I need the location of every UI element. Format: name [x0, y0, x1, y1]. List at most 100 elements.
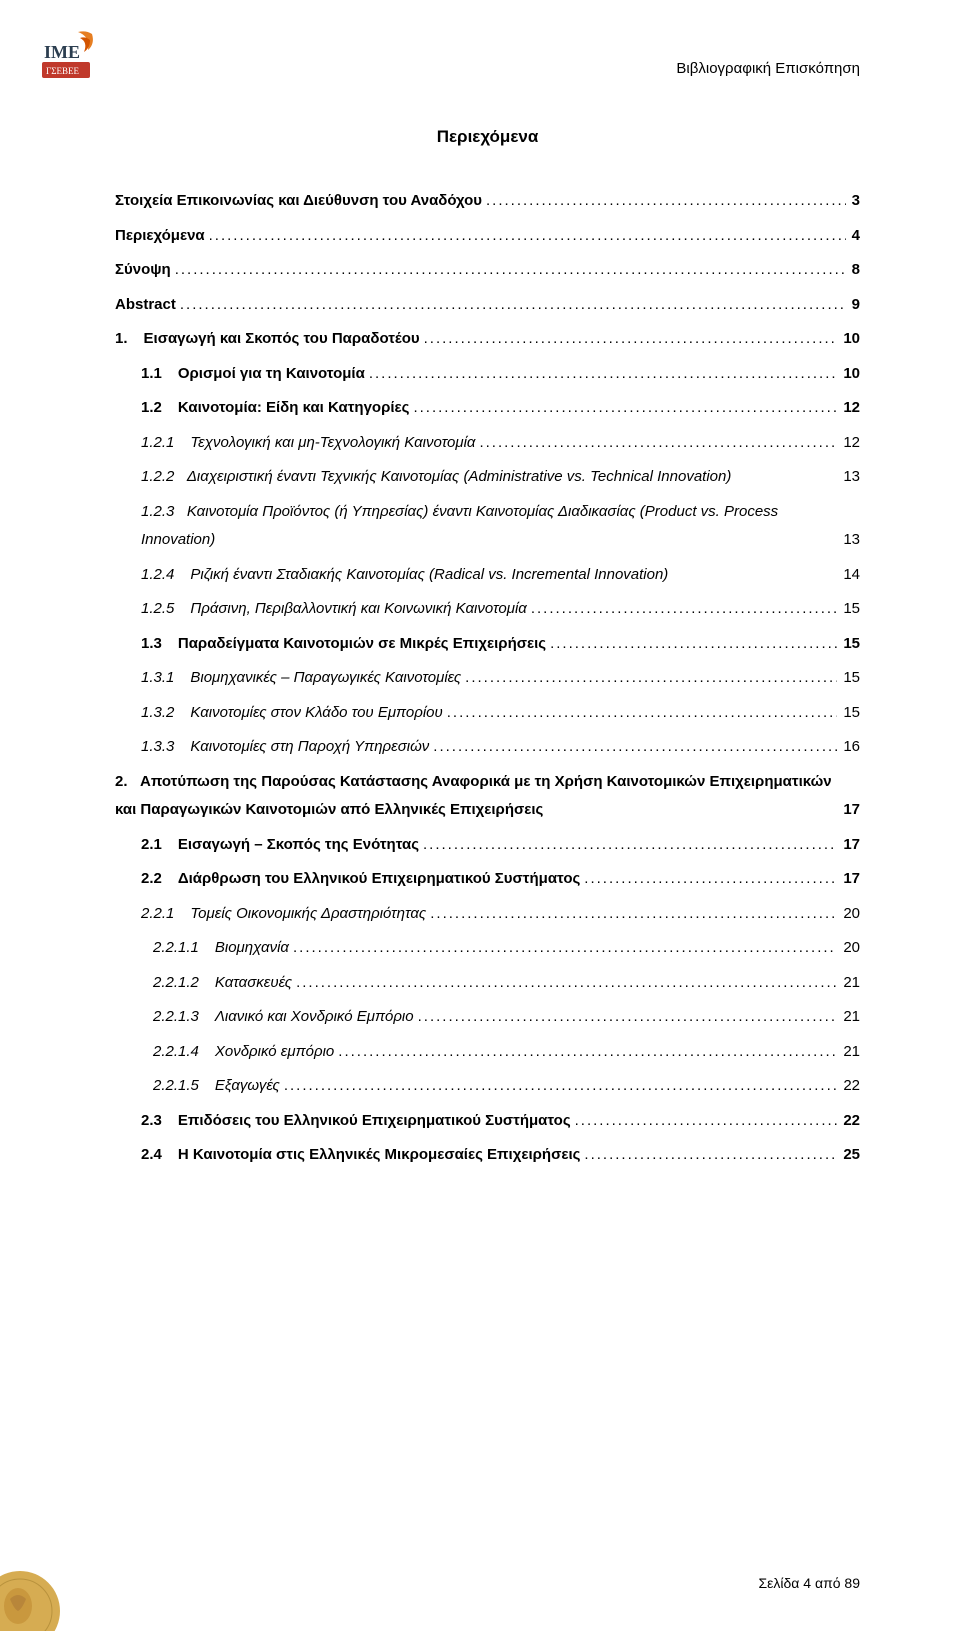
page-footer: Σελίδα 4 από 89: [759, 1575, 861, 1591]
toc-leader-dots: [482, 187, 846, 216]
toc-leader-dots: [580, 1141, 837, 1170]
toc-entry[interactable]: 2.2Διάρθρωση του Ελληνικού Επιχειρηματικ…: [115, 865, 860, 894]
toc-entry-number: 1.3.3: [141, 733, 190, 762]
toc-entry-text: Abstract: [115, 291, 176, 320]
toc-entry-text: Στοιχεία Επικοινωνίας και Διεύθυνση του …: [115, 187, 482, 216]
toc-leader-dots: [420, 325, 838, 354]
toc-entry[interactable]: 2.2.1.5Εξαγωγές22: [115, 1072, 860, 1101]
toc-entry-page: 17: [837, 831, 860, 860]
toc-entry-page: 3: [846, 187, 860, 216]
toc-entry-text: Ριζική έναντι Σταδιακής Καινοτομίας (Rad…: [190, 561, 668, 590]
toc-entry-text: Παραδείγματα Καινοτομιών σε Μικρές Επιχε…: [178, 630, 546, 659]
toc-leader-dots: [414, 1003, 838, 1032]
toc-leader-dots: [546, 630, 837, 659]
toc-entry[interactable]: 2.2.1.4Χονδρικό εμπόριο 21: [115, 1038, 860, 1067]
toc-entry-page: 10: [837, 360, 860, 389]
toc-leader-dots: [426, 900, 837, 929]
toc-entry[interactable]: 2.2.1.3Λιανικό και Χονδρικό Εμπόριο21: [115, 1003, 860, 1032]
toc-entry[interactable]: 1.2.4Ριζική έναντι Σταδιακής Καινοτομίας…: [115, 561, 860, 590]
toc-entry-text: Χονδρικό εμπόριο: [215, 1038, 334, 1067]
toc-entry[interactable]: Περιεχόμενα4: [115, 222, 860, 251]
toc-entry[interactable]: Στοιχεία Επικοινωνίας και Διεύθυνση του …: [115, 187, 860, 216]
toc-entry[interactable]: 1.1Ορισμοί για τη Καινοτομία10: [115, 360, 860, 389]
toc-entry-page: 12: [837, 394, 860, 423]
toc-leader-dots: [365, 360, 838, 389]
toc-entry-page: 20: [837, 900, 860, 929]
footer-of: από: [815, 1575, 841, 1591]
toc-entry[interactable]: 1.3.1Βιομηχανικές – Παραγωγικές Καινοτομ…: [115, 664, 860, 693]
footer-page: 4: [803, 1575, 811, 1591]
toc-entry-text: Καινοτομίες στον Κλάδο του Εμπορίου: [190, 699, 442, 728]
toc-entry-page: 15: [837, 595, 860, 624]
toc-entry-page: 15: [837, 630, 860, 659]
toc-entry[interactable]: 1.2.5Πράσινη, Περιβαλλοντική και Κοινωνι…: [115, 595, 860, 624]
toc-entry-number: 1.2: [141, 394, 178, 423]
toc-entry-page: 10: [837, 325, 860, 354]
toc-entry-page: 21: [837, 1038, 860, 1067]
toc-entry-text: Κατασκευές: [215, 969, 292, 998]
toc-entry[interactable]: 2.4Η Καινοτομία στις Ελληνικές Μικρομεσα…: [115, 1141, 860, 1170]
toc-entry-number: 2.1: [141, 831, 178, 860]
toc-entry-page: 17: [837, 865, 860, 894]
toc-entry[interactable]: 2.1Εισαγωγή – Σκοπός της Ενότητας17: [115, 831, 860, 860]
toc-entry-page: 22: [837, 1072, 860, 1101]
toc-entry-text: Καινοτομίες στη Παροχή Υπηρεσιών: [190, 733, 429, 762]
toc-entry-number: 2.2: [141, 865, 178, 894]
toc-leader-dots: [171, 256, 846, 285]
toc-entry[interactable]: Σύνοψη8: [115, 256, 860, 285]
toc-entry[interactable]: 2.2.1Τομείς Οικονομικής Δραστηριότητας20: [115, 900, 860, 929]
toc-entry-number: 2.2.1.1: [153, 934, 215, 963]
toc-entry-page: 9: [846, 291, 860, 320]
toc-entry-page: 25: [837, 1141, 860, 1170]
toc-entry[interactable]: 2.3Επιδόσεις του Ελληνικού Επιχειρηματικ…: [115, 1107, 860, 1136]
toc-entry-page: 12: [837, 429, 860, 458]
toc-entry-page: 15: [837, 699, 860, 728]
toc-entry[interactable]: 2.2.1.2Κατασκευές 21: [115, 969, 860, 998]
toc-entry-page: 17: [835, 796, 860, 825]
toc-entry[interactable]: 1.Εισαγωγή και Σκοπός του Παραδοτέου10: [115, 325, 860, 354]
toc-entry[interactable]: 1.3.3Καινοτομίες στη Παροχή Υπηρεσιών16: [115, 733, 860, 762]
toc-entry-text: Τεχνολογική και μη-Τεχνολογική Καινοτομί…: [190, 429, 475, 458]
toc-entry-number: 2.2.1.5: [153, 1072, 215, 1101]
toc-entry-text: Πράσινη, Περιβαλλοντική και Κοινωνική Κα…: [190, 595, 526, 624]
toc-entry[interactable]: 1.2.3 Καινοτομία Προϊόντος (ή Υπηρεσίας)…: [115, 498, 860, 555]
toc-entry-page: 21: [837, 969, 860, 998]
toc-entry[interactable]: Abstract 9: [115, 291, 860, 320]
toc-leader-dots: [580, 865, 837, 894]
toc-entry-text: Τομείς Οικονομικής Δραστηριότητας: [190, 900, 426, 929]
toc-entry-text: Επιδόσεις του Ελληνικού Επιχειρηματικού …: [178, 1107, 571, 1136]
toc-leader-dots: [443, 699, 838, 728]
toc-entry[interactable]: 2. Αποτύπωση της Παρούσας Κατάστασης Ανα…: [115, 768, 860, 825]
toc-leader-dots: [419, 831, 837, 860]
toc-leader-dots: [176, 291, 846, 320]
toc-entry-number: 1.3.2: [141, 699, 190, 728]
toc-entry[interactable]: 1.3.2Καινοτομίες στον Κλάδο του Εμπορίου…: [115, 699, 860, 728]
toc-entry-text: Διάρθρωση του Ελληνικού Επιχειρηματικού …: [178, 865, 580, 894]
toc-entry-number: 2.2.1.2: [153, 969, 215, 998]
toc-entry[interactable]: 1.2Καινοτομία: Είδη και Κατηγορίες 12: [115, 394, 860, 423]
toc-entry-text: Βιομηχανία: [215, 934, 289, 963]
org-logo: IME ΓΣΕΒΕΕ: [40, 28, 100, 93]
toc-leader-dots: [475, 429, 837, 458]
toc-entry-text: Η Καινοτομία στις Ελληνικές Μικρομεσαίες…: [178, 1141, 581, 1170]
toc-leader-dots: [409, 394, 837, 423]
toc-entry-page: 22: [837, 1107, 860, 1136]
toc-entry-number: 1.1: [141, 360, 178, 389]
toc-entry[interactable]: 2.2.1.1Βιομηχανία20: [115, 934, 860, 963]
toc-entry-number: 2.2.1.4: [153, 1038, 215, 1067]
table-of-contents: Στοιχεία Επικοινωνίας και Διεύθυνση του …: [115, 187, 860, 1170]
toc-entry[interactable]: 1.3Παραδείγματα Καινοτομιών σε Μικρές Επ…: [115, 630, 860, 659]
toc-entry-number: 1.3: [141, 630, 178, 659]
toc-entry-text: Εισαγωγή και Σκοπός του Παραδοτέου: [144, 325, 420, 354]
footer-total: 89: [844, 1575, 860, 1591]
toc-entry[interactable]: 1.2.2 Διαχειριστική έναντι Τεχνικής Καιν…: [115, 463, 860, 492]
toc-entry-text: Καινοτομία: Είδη και Κατηγορίες: [178, 394, 410, 423]
toc-entry-text: 1.2.3 Καινοτομία Προϊόντος (ή Υπηρεσίας)…: [141, 498, 835, 555]
toc-leader-dots: [280, 1072, 837, 1101]
toc-heading: Περιεχόμενα: [115, 127, 860, 147]
toc-entry-page: 4: [846, 222, 860, 251]
toc-entry-number: 1.2.1: [141, 429, 190, 458]
toc-leader-dots: [292, 969, 837, 998]
toc-entry-number: 1.2.4: [141, 561, 190, 590]
toc-entry[interactable]: 1.2.1Τεχνολογική και μη-Τεχνολογική Καιν…: [115, 429, 860, 458]
